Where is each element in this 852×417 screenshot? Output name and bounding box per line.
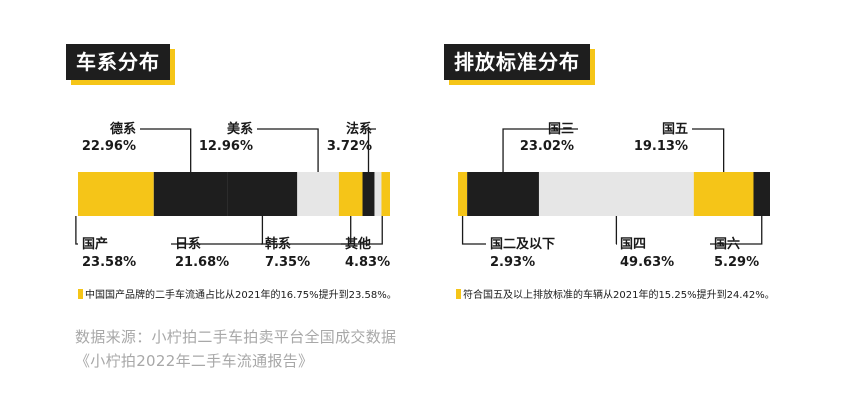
value-label: 12.96% [199, 139, 253, 154]
bar-segment-国二及以下 [458, 172, 468, 216]
category-label: 国四 [620, 237, 646, 252]
category-label: 法系 [346, 121, 372, 137]
value-label: 23.02% [520, 139, 574, 154]
category-label: 韩系 [265, 236, 291, 252]
leader-line [140, 128, 192, 172]
bar-segment-其他-accent [381, 172, 390, 216]
value-label: 2.93% [490, 255, 535, 270]
bar-segment-国产 [78, 172, 154, 216]
value-label: 22.96% [82, 139, 136, 154]
emission-standard-chart: 国二及以下 2.93% 国三 23.02% 国四 49.63% 国五 19.13% 国六 5.29… [458, 122, 770, 270]
leader-line [710, 216, 763, 245]
leader-line [75, 216, 78, 245]
chart-title: 车系分布 [66, 44, 170, 80]
note-text: 中国国产品牌的二手车流通占比从2021年的16.75%提升到23.58%。 [85, 290, 397, 301]
bar-segment-日系 [227, 172, 298, 216]
bar-segment-法系 [362, 172, 375, 216]
category-label: 国三 [548, 122, 574, 137]
category-label: 其他 [345, 236, 371, 252]
leader-line [461, 216, 486, 245]
brand-origin-panel: 车系分布 国产 23.58% 德系 22.96% 日系 21.68% 美系 12.96% 韩系 7… [0, 0, 420, 310]
leader-line [367, 128, 376, 172]
bar-segment-国六 [753, 172, 770, 216]
category-label: 德系 [110, 121, 136, 137]
value-label: 3.72% [327, 139, 372, 154]
value-label: 4.83% [345, 255, 390, 270]
note-marker-icon [78, 288, 83, 299]
value-label: 49.63% [620, 255, 674, 270]
value-label: 5.29% [714, 255, 759, 270]
category-label: 国二及以下 [490, 237, 555, 252]
chart-note: 符合国五及以上排放标准的车辆从2021年的15.25%提升到24.42%。 [456, 286, 775, 301]
emission-standard-panel: 排放标准分布 国二及以下 2.93% 国三 23.02% 国四 49.63% 国五 19.13… [426, 0, 852, 310]
chart-note: 中国国产品牌的二手车流通占比从2021年的16.75%提升到23.58%。 [78, 286, 397, 301]
leader-line [341, 216, 383, 245]
bar-segment-国三 [467, 172, 539, 216]
data-source-line: 数据来源：小柠拍二手车拍卖平台全国成交数据 [75, 328, 397, 346]
chart-title: 排放标准分布 [444, 44, 590, 80]
note-text: 符合国五及以上排放标准的车辆从2021年的15.25%提升到24.42%。 [463, 290, 775, 301]
value-label: 21.68% [175, 255, 229, 270]
bar-segment-德系 [153, 172, 228, 216]
bar-segment-国四 [538, 172, 694, 216]
category-label: 美系 [227, 121, 253, 137]
bar-segment-其他 [374, 172, 382, 216]
category-label: 国六 [714, 236, 740, 252]
category-label: 日系 [175, 236, 201, 252]
note-marker-icon [456, 288, 461, 299]
report-title-line: 《小柠拍2022年二手车流通报告》 [75, 352, 314, 370]
leader-line [692, 128, 725, 172]
leader-line [502, 128, 578, 172]
brand-origin-chart: 国产 23.58% 德系 22.96% 日系 21.68% 美系 12.96% 韩系 7.35% 法… [75, 121, 390, 270]
bar-segment-美系 [297, 172, 339, 216]
value-label: 7.35% [265, 255, 310, 270]
value-label: 19.13% [634, 139, 688, 154]
leader-line [257, 128, 319, 172]
category-label: 国产 [82, 236, 108, 252]
category-label: 国五 [662, 122, 688, 137]
value-label: 23.58% [82, 255, 136, 270]
bar-segment-韩系 [338, 172, 363, 216]
bar-segment-国五 [693, 172, 754, 216]
